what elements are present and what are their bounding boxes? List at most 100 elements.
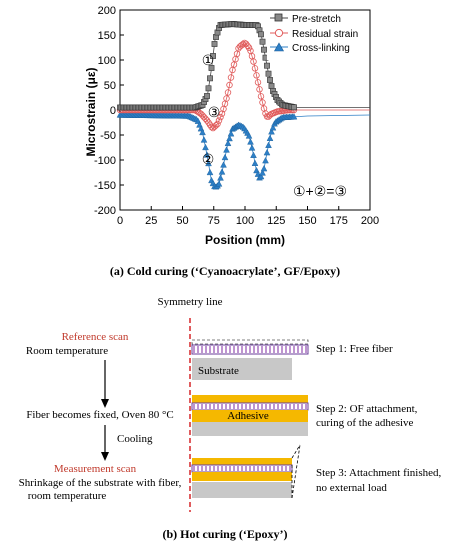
data-point (259, 99, 266, 106)
data-point (204, 93, 210, 99)
data-point (203, 151, 211, 158)
data-point (200, 136, 208, 143)
reference-scan-title: Reference scan (62, 331, 129, 343)
x-tick-label: 50 (176, 215, 188, 227)
fiber-fixed-text: Fiber becomes fixed, Oven 80 °C (26, 409, 173, 421)
step1-label: Step 1: Free fiber (316, 343, 393, 355)
data-point (217, 174, 224, 181)
series-layer (116, 21, 371, 190)
y-tick-label: 100 (98, 55, 116, 67)
data-point (210, 53, 216, 59)
series-cross-linking (116, 111, 371, 190)
data-point (250, 151, 257, 158)
x-axis-label: Position (mm) (205, 233, 285, 247)
data-point (261, 46, 267, 53)
y-tick-label: 150 (98, 30, 116, 42)
legend-label-residual-strain: Residual strain (292, 29, 358, 40)
data-point (265, 70, 272, 77)
y-tick-label: -150 (94, 180, 116, 192)
data-point (202, 143, 209, 151)
measurement-scan-line1: Shrinkage of the substrate with fiber, (19, 477, 182, 489)
adhesive-top-step3 (192, 458, 292, 465)
measurement-scan-line2: room temperature (28, 490, 107, 502)
data-point (257, 172, 265, 180)
symmetry-line-label: Symmetry line (157, 296, 222, 308)
step3-illustration (191, 444, 301, 499)
data-point (259, 38, 266, 45)
data-point (221, 153, 229, 161)
data-point (227, 130, 235, 137)
data-point (267, 77, 273, 83)
data-point (244, 42, 251, 49)
data-point (245, 44, 253, 51)
curing-diagram: Symmetry line Reference scan Room temper… (19, 296, 442, 512)
data-point (199, 128, 206, 136)
y-tick-label: -200 (94, 205, 116, 217)
data-point (223, 146, 230, 153)
data-point (264, 62, 270, 69)
data-point (227, 74, 235, 81)
x-tick-label: 75 (208, 215, 220, 227)
data-point (218, 110, 226, 117)
caption-b: (b) Hot curing (‘Epoxy’) (163, 527, 288, 541)
y-axis-label: Microstrain (με) (84, 67, 98, 156)
legend-label-pre-stretch: Pre-stretch (292, 14, 341, 25)
data-point (215, 117, 223, 124)
arrow-1-head (101, 399, 109, 408)
data-point (291, 104, 297, 111)
data-point (226, 81, 233, 89)
adhesive-label: Adhesive (227, 410, 269, 422)
substrate-label: Substrate (198, 365, 239, 377)
y-tick-label: -100 (94, 155, 116, 167)
substrate-step3 (192, 482, 292, 498)
data-point (245, 132, 253, 139)
step3-label-line2: no external load (316, 482, 387, 494)
measurement-scan-title: Measurement scan (54, 463, 137, 475)
reference-scan-sub: Room temperature (26, 345, 108, 357)
legend-marker-residual-strain (274, 28, 284, 38)
x-axis-ticks: 0 25 50 75 100 125 150 175 200 (117, 206, 379, 227)
annotation-2: ② (202, 151, 215, 167)
data-point (211, 41, 218, 47)
x-tick-label: 125 (267, 215, 285, 227)
caption-a: (a) Cold curing (‘Cyanoacrylate’, GF/Epo… (110, 264, 340, 278)
x-tick-label: 25 (145, 215, 157, 227)
data-point (226, 134, 233, 142)
data-point (269, 124, 277, 131)
data-point (258, 31, 264, 38)
data-point (247, 138, 254, 145)
data-point (248, 144, 256, 151)
step3-label-line1: Step 3: Attachment finished, (316, 467, 442, 479)
data-point (206, 168, 214, 176)
data-point (256, 86, 263, 93)
y-tick-label: 0 (110, 105, 116, 117)
data-point (208, 123, 215, 131)
y-tick-label: -50 (100, 130, 116, 142)
data-point (254, 79, 262, 86)
data-point (224, 139, 232, 147)
series-line (119, 114, 371, 189)
x-tick-label: 175 (330, 215, 348, 227)
substrate-step2 (192, 422, 308, 436)
x-tick-label: 200 (361, 215, 379, 227)
data-point (251, 65, 259, 72)
y-tick-label: 200 (98, 5, 116, 17)
x-tick-label: 0 (117, 215, 123, 227)
data-point (290, 113, 298, 120)
data-point (251, 159, 259, 166)
adhesive-top-step2 (192, 395, 308, 403)
data-point (260, 165, 268, 172)
data-point (208, 65, 215, 71)
data-point (205, 159, 212, 167)
data-point (268, 83, 275, 89)
legend: Pre-stretch Residual strain Cross-linkin… (267, 12, 367, 60)
data-point (262, 157, 269, 164)
step2-label-line2: curing of the adhesive (316, 417, 414, 429)
data-point (218, 168, 226, 175)
data-point (268, 128, 275, 135)
data-point (215, 180, 223, 187)
data-point (205, 85, 212, 92)
series-pre-stretch (117, 21, 370, 111)
legend-marker-cross-linking (273, 42, 285, 52)
annotation-1: ① (202, 52, 215, 68)
